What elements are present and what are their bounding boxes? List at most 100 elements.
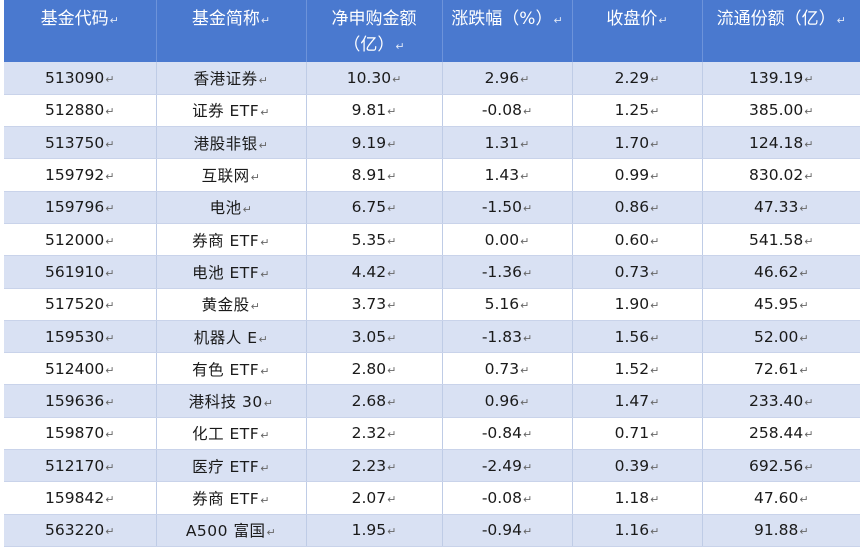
paragraph-mark-icon: ↵ [804,234,814,248]
change-pct-cell: -0.08↵ [442,481,573,515]
paragraph-mark-icon: ↵ [387,137,397,151]
close-price-cell-value: 0.60 [614,230,650,249]
change-pct-cell: 1.43↵ [442,158,573,192]
fund-name-cell-value: 券商 ETF [192,231,260,250]
fund-code-cell-value: 512170 [45,456,105,475]
float-shares-cell: 47.33↵ [702,191,860,224]
paragraph-mark-icon: ↵ [522,266,533,280]
net-subscription-cell-value: 2.68 [351,392,387,411]
fund-name-cell: 电池 ETF↵ [156,255,307,289]
paragraph-mark-icon: ↵ [105,137,115,151]
float-shares-cell: 47.60↵ [702,481,860,515]
fund-code-cell-value: 512000 [45,230,105,249]
float-shares-cell: 124.18↵ [702,126,860,160]
header-row: 基金代码↵ 基金简称↵ 净申购金额 （亿）↵ 涨跌幅（%）↵ 收盘价↵ 流通份额（… [4,0,860,62]
close-price-cell-value: 0.71 [614,424,650,443]
change-pct-cell-value: 2.96 [484,68,520,87]
paragraph-mark-icon: ↵ [804,396,814,410]
fund-flow-table: 基金代码↵ 基金简称↵ 净申购金额 （亿）↵ 涨跌幅（%）↵ 收盘价↵ 流通份额（… [4,0,860,547]
fund-name-cell-value: 港股非银 [193,134,258,153]
paragraph-mark-icon: ↵ [387,105,397,119]
close-price-cell: 0.71↵ [572,417,703,451]
table-row: 512880↵ 证券 ETF↵ 9.81↵ -0.08↵ 1.25↵ 385.00↵ [4,94,860,128]
paragraph-mark-icon: ↵ [387,493,397,506]
net-subscription-cell: 2.32↵ [306,417,443,451]
paragraph-mark-icon: ↵ [105,493,115,506]
net-subscription-cell-value: 9.81 [351,101,387,120]
change-pct-cell-value: 1.43 [484,166,520,185]
paragraph-mark-icon: ↵ [650,170,660,184]
close-price-cell: 0.86↵ [572,191,703,224]
fund-code-cell: 561910↵ [4,255,157,289]
fund-name-cell: 有色 ETF↵ [156,352,307,386]
paragraph-mark-icon: ↵ [799,299,809,313]
close-price-cell-value: 1.18 [614,489,650,507]
header-fund-name: 基金简称↵ [156,0,307,62]
fund-code-cell: 159796↵ [4,191,157,224]
table-row: 563220↵ A500 富国↵ 1.95↵ -0.94↵ 1.16↵ 91.88↵ [4,514,860,547]
paragraph-mark-icon: ↵ [804,137,814,151]
fund-code-cell-value: 159796 [45,198,105,217]
close-price-cell: 0.39↵ [572,449,703,483]
close-price-cell-value: 0.39 [614,456,650,475]
fund-name-cell: 机器人 E↵ [156,320,307,354]
net-subscription-cell-value: 9.19 [351,133,387,152]
table-row: 159796↵ 电池↵ 6.75↵ -1.50↵ 0.86↵ 47.33↵ [4,191,860,224]
float-shares-cell-value: 139.19 [749,68,804,87]
paragraph-mark-icon: ↵ [105,428,115,442]
close-price-cell-value: 1.25 [614,101,650,120]
table-row: 159636↵ 港科技 30↵ 2.68↵ 0.96↵ 1.47↵ 233.40↵ [4,384,860,418]
paragraph-mark-icon: ↵ [260,364,270,378]
paragraph-mark-icon: ↵ [799,493,809,506]
change-pct-cell: 2.96↵ [442,62,573,95]
fund-name-cell-value: 香港证券 [193,69,258,88]
paragraph-mark-icon: ↵ [520,170,530,184]
paragraph-mark-icon: ↵ [387,396,397,410]
net-subscription-cell: 2.80↵ [306,352,443,386]
paragraph-mark-icon: ↵ [260,429,270,443]
header-fund-code: 基金代码↵ [4,0,157,62]
fund-code-cell: 159792↵ [4,158,157,192]
float-shares-cell: 52.00↵ [702,320,860,354]
paragraph-mark-icon: ↵ [258,332,269,346]
fund-code-cell: 159530↵ [4,320,157,354]
paragraph-mark-icon: ↵ [799,331,809,345]
fund-name-cell-value: 机器人 E [193,328,258,347]
close-price-cell: 1.56↵ [572,320,703,354]
change-pct-cell-value: 0.96 [484,392,520,411]
close-price-cell: 0.60↵ [572,223,703,257]
paragraph-mark-icon: ↵ [105,299,115,313]
paragraph-mark-icon: ↵ [105,266,115,280]
float-shares-cell: 541.58↵ [702,223,860,257]
change-pct-cell-value: 1.31 [484,133,520,152]
paragraph-mark-icon: ↵ [522,460,533,474]
paragraph-mark-icon: ↵ [650,331,660,345]
paragraph-mark-icon: ↵ [520,396,530,410]
paragraph-mark-icon: ↵ [266,526,277,540]
float-shares-cell: 258.44↵ [702,417,860,451]
close-price-cell-value: 0.99 [614,166,650,185]
net-subscription-cell-value: 4.42 [351,262,387,281]
paragraph-mark-icon: ↵ [392,72,402,86]
net-subscription-cell: 3.05↵ [306,320,443,354]
paragraph-mark-icon: ↵ [260,106,270,120]
table-row: 517520↵ 黄金股↵ 3.73↵ 5.16↵ 1.90↵ 45.95↵ [4,288,860,321]
close-price-cell-value: 1.16 [614,521,650,540]
header-net-subscription: 净申购金额 （亿）↵ [306,0,443,62]
fund-name-cell-value: 有色 ETF [192,360,260,379]
paragraph-mark-icon: ↵ [387,234,397,248]
float-shares-cell: 72.61↵ [702,352,860,386]
paragraph-mark-icon: ↵ [105,525,115,539]
fund-name-cell: 券商 ETF↵ [156,223,307,257]
close-price-cell-value: 0.73 [614,262,650,281]
table-row: 512000↵ 券商 ETF↵ 5.35↵ 0.00↵ 0.60↵ 541.58↵ [4,223,860,257]
net-subscription-cell: 9.19↵ [306,126,443,160]
paragraph-mark-icon: ↵ [105,396,115,410]
fund-code-cell-value: 561910 [45,262,105,281]
paragraph-mark-icon: ↵ [650,234,660,248]
paragraph-mark-icon: ↵ [387,266,397,280]
paragraph-mark-icon: ↵ [804,428,814,442]
header-change-pct: 涨跌幅（%）↵ [442,0,573,62]
change-pct-cell: 0.73↵ [442,352,573,386]
fund-name-cell-value: 证券 ETF [192,102,260,121]
